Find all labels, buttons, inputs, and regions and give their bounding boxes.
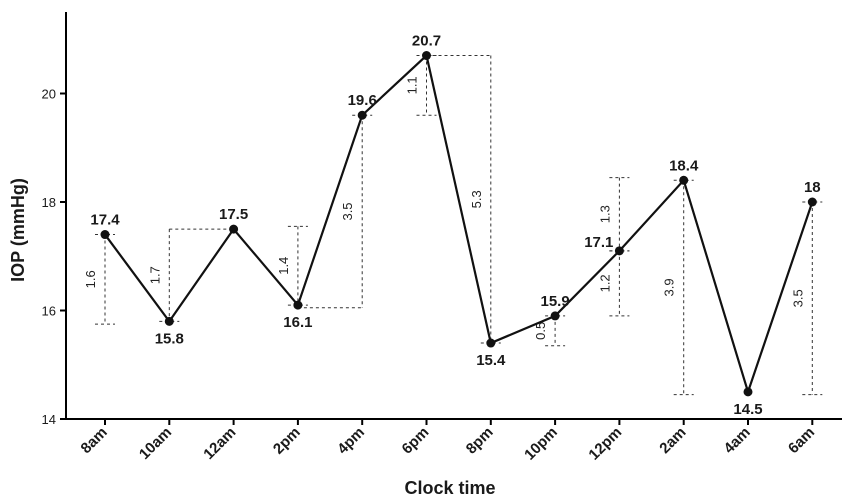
point-label: 14.5 xyxy=(733,401,762,418)
point-label: 18.4 xyxy=(669,157,699,174)
y-tick-label: 18 xyxy=(42,195,56,210)
point-label: 20.7 xyxy=(412,33,441,50)
x-tick-label: 10am xyxy=(136,424,175,463)
difference-label: 1.2 xyxy=(597,274,612,292)
series-line-path xyxy=(104,53,814,396)
difference-label: 3.9 xyxy=(662,278,677,296)
x-tick-label: 6am xyxy=(785,424,818,457)
x-tick-label: 12pm xyxy=(585,424,625,464)
difference-label: 1.6 xyxy=(83,270,98,288)
x-tick-label: 12am xyxy=(200,424,239,463)
axes: 14 16 18 20 8am 10am 12am 2pm 4pm 6pm 8pm 10pm 12pm 2… xyxy=(42,12,842,464)
data-point xyxy=(422,51,431,61)
x-tick-label: 4pm xyxy=(334,424,368,458)
data-point xyxy=(743,387,753,397)
x-tick-label: 8pm xyxy=(463,424,497,458)
y-axis-title: IOP (mmHg) xyxy=(8,178,28,282)
data-point xyxy=(293,300,303,310)
x-axis-title: Clock time xyxy=(404,478,495,498)
data-point xyxy=(614,246,624,256)
difference-label: 0.5 xyxy=(533,322,548,340)
point-labels: 17.4 15.8 17.5 16.1 19.6 20.7 15.4 15.9 17.1 18.4… xyxy=(90,33,820,418)
y-tick-label: 16 xyxy=(42,304,56,319)
difference-label: 5.3 xyxy=(469,190,484,208)
y-tick-label: 20 xyxy=(42,87,56,102)
series-line xyxy=(100,51,817,397)
x-tick-label: 6pm xyxy=(398,424,432,458)
difference-label: 1.7 xyxy=(147,266,162,284)
point-label: 17.5 xyxy=(219,206,248,223)
difference-label: 1.1 xyxy=(405,76,420,94)
difference-label: 1.4 xyxy=(276,257,291,275)
x-tick-label: 4am xyxy=(721,424,754,457)
data-point xyxy=(807,197,817,207)
point-label: 15.4 xyxy=(476,352,506,369)
data-point xyxy=(679,175,689,185)
point-label: 19.6 xyxy=(348,92,377,109)
difference-label: 3.5 xyxy=(340,202,355,220)
data-point xyxy=(357,110,367,120)
data-point xyxy=(100,230,110,240)
difference-annotations: 1.6 1.7 1.4 3.5 1.1 5.3 0.5 1.3 1.2 3.9 3.5 xyxy=(83,55,823,396)
data-point xyxy=(486,338,496,348)
x-tick-label: 2am xyxy=(656,424,689,457)
x-tick-label: 2pm xyxy=(270,424,304,458)
point-label: 17.4 xyxy=(90,212,120,229)
y-tick-label: 14 xyxy=(42,412,56,427)
point-label: 15.9 xyxy=(540,293,569,310)
point-label: 17.1 xyxy=(584,234,613,251)
point-label: 15.8 xyxy=(155,330,184,347)
x-tick-label: 10pm xyxy=(521,424,561,464)
point-label: 18 xyxy=(804,179,821,196)
x-tick-label: 8am xyxy=(78,424,111,457)
data-point xyxy=(164,316,174,326)
data-point xyxy=(229,224,239,234)
point-label: 16.1 xyxy=(283,314,312,331)
difference-label: 1.3 xyxy=(597,205,612,223)
data-point xyxy=(550,311,560,321)
difference-label: 3.5 xyxy=(790,289,805,307)
